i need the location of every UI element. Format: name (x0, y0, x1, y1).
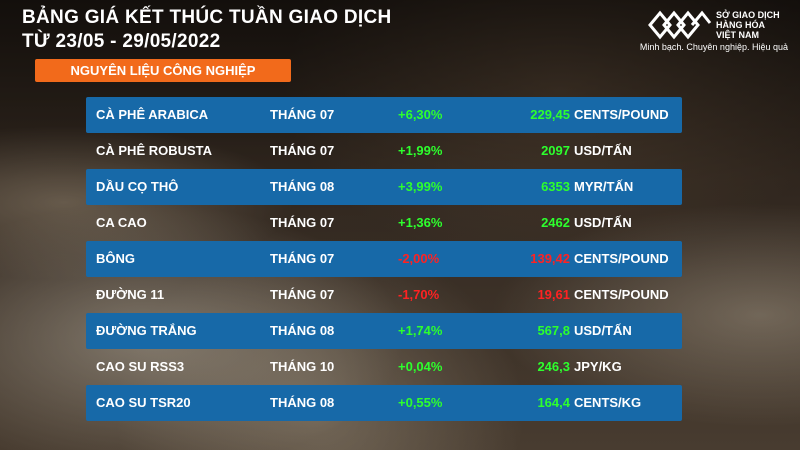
price-unit: USD/TẤN (574, 215, 632, 230)
price-unit: CENTS/POUND (574, 107, 669, 122)
contract-month: THÁNG 07 (270, 107, 335, 122)
commodity-name: ĐƯỜNG 11 (96, 287, 165, 302)
contract-month: THÁNG 08 (270, 179, 335, 194)
commodity-name: CÀ PHÊ ARABICA (96, 107, 209, 122)
logo-line-3: VIỆT NAM (716, 30, 760, 40)
table-row: BÔNG THÁNG 07 -2,00% 139,42 CENTS/POUND (86, 241, 682, 277)
closing-price: 19,61 (537, 287, 570, 302)
percent-change: -1,70% (398, 287, 440, 302)
title-line-1: BẢNG GIÁ KẾT THÚC TUẦN GIAO DỊCH (22, 7, 392, 28)
table-row: ĐƯỜNG TRẮNG THÁNG 08 +1,74% 567,8 USD/TẤN (86, 313, 682, 349)
contract-month: THÁNG 07 (270, 215, 335, 230)
price-unit: MYR/TẤN (574, 179, 634, 194)
percent-change: +0,55% (398, 395, 443, 410)
price-unit: CENTS/KG (574, 395, 642, 410)
slogan: Minh bạch. Chuyên nghiệp. Hiệu quả (639, 42, 788, 52)
table-row: CA CAO THÁNG 07 +1,36% 2462 USD/TẤN (86, 205, 682, 241)
percent-change: +1,99% (398, 143, 443, 158)
table-row: ĐƯỜNG 11 THÁNG 07 -1,70% 19,61 CENTS/POUND (86, 277, 682, 313)
contract-month: THÁNG 07 (270, 251, 335, 266)
category-badge: NGUYÊN LIỆU CÔNG NGHIỆP (35, 59, 291, 82)
commodity-name: CA CAO (96, 215, 147, 230)
commodity-name: CAO SU RSS3 (96, 359, 185, 374)
closing-price: 229,45 (530, 107, 570, 122)
table-row: CAO SU RSS3 THÁNG 10 +0,04% 246,3 JPY/KG (86, 349, 682, 385)
commodity-name: CÀ PHÊ ROBUSTA (96, 143, 213, 158)
logo: SỞ GIAO DỊCH HÀNG HÓA VIỆT NAM (648, 8, 788, 56)
logo-text: SỞ GIAO DỊCH HÀNG HÓA VIỆT NAM (716, 10, 780, 40)
percent-change: -2,00% (398, 251, 440, 266)
closing-price: 2097 (541, 143, 570, 158)
title-line-2: TỪ 23/05 - 29/05/2022 (22, 31, 221, 52)
contract-month: THÁNG 10 (270, 359, 335, 374)
price-unit: CENTS/POUND (574, 287, 669, 302)
logo-line-1: SỞ GIAO DỊCH (716, 10, 780, 20)
closing-price: 6353 (541, 179, 570, 194)
closing-price: 2462 (541, 215, 570, 230)
price-unit: JPY/KG (574, 359, 622, 374)
percent-change: +1,74% (398, 323, 443, 338)
commodity-name: ĐƯỜNG TRẮNG (96, 323, 197, 338)
logo-line-2: HÀNG HÓA (716, 20, 765, 30)
contract-month: THÁNG 07 (270, 287, 335, 302)
mxv-logo-icon (648, 10, 712, 40)
closing-price: 567,8 (537, 323, 570, 338)
price-unit: USD/TẤN (574, 143, 632, 158)
percent-change: +0,04% (398, 359, 443, 374)
percent-change: +6,30% (398, 107, 443, 122)
table-row: CÀ PHÊ ARABICA THÁNG 07 +6,30% 229,45 CENTS/… (86, 97, 682, 133)
price-table: CÀ PHÊ ARABICA THÁNG 07 +6,30% 229,45 CENTS/… (86, 97, 682, 421)
commodity-name: BÔNG (96, 251, 135, 266)
contract-month: THÁNG 07 (270, 143, 335, 158)
page-title: BẢNG GIÁ KẾT THÚC TUẦN GIAO DỊCH TỪ 23/0… (22, 6, 392, 54)
table-row: CÀ PHÊ ROBUSTA THÁNG 07 +1,99% 2097 USD/TẤN (86, 133, 682, 169)
contract-month: THÁNG 08 (270, 323, 335, 338)
percent-change: +3,99% (398, 179, 443, 194)
closing-price: 139,42 (530, 251, 570, 266)
commodity-name: DẦU CỌ THÔ (96, 179, 179, 194)
commodity-name: CAO SU TSR20 (96, 395, 191, 410)
price-unit: CENTS/POUND (574, 251, 669, 266)
contract-month: THÁNG 08 (270, 395, 335, 410)
closing-price: 164,4 (537, 395, 570, 410)
price-unit: USD/TẤN (574, 323, 632, 338)
table-row: DẦU CỌ THÔ THÁNG 08 +3,99% 6353 MYR/TẤN (86, 169, 682, 205)
percent-change: +1,36% (398, 215, 443, 230)
table-row: CAO SU TSR20 THÁNG 08 +0,55% 164,4 CENTS/KG (86, 385, 682, 421)
closing-price: 246,3 (537, 359, 570, 374)
